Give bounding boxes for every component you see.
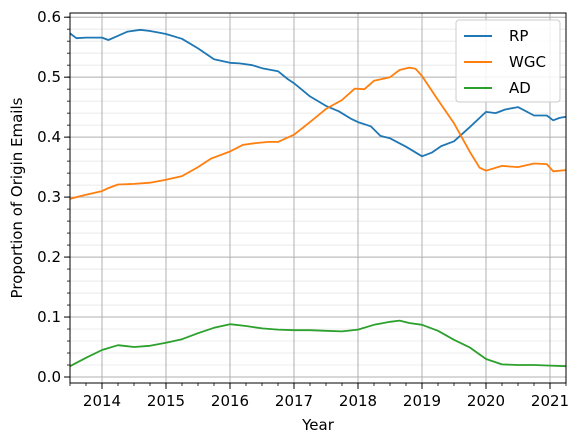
y-axis-ticks: 0.0 0.1 0.2 0.3 0.4 0.5 0.6 [37, 8, 70, 386]
x-tick-label: 2019 [403, 392, 441, 410]
y-tick-label: 0.0 [37, 368, 61, 386]
y-tick-label: 0.4 [37, 128, 61, 146]
y-tick-label: 0.5 [37, 68, 61, 86]
legend-label-wgc: WGC [509, 53, 546, 71]
y-axis-label: Proportion of Origin Emails [8, 97, 26, 298]
x-tick-label: 2016 [211, 392, 249, 410]
x-tick-label: 2020 [467, 392, 505, 410]
legend-label-ad: AD [509, 79, 531, 97]
x-tick-label: 2018 [339, 392, 377, 410]
series-line-rp [69, 28, 567, 158]
legend-label-rp: RP [509, 27, 528, 45]
y-tick-label: 0.2 [37, 248, 61, 266]
x-tick-label: 2014 [83, 392, 121, 410]
major-grid [70, 13, 566, 383]
legend-box [455, 19, 561, 103]
x-tick-label: 2021 [531, 392, 569, 410]
y-tick-label: 0.3 [37, 188, 61, 206]
y-tick-label: 0.1 [37, 308, 61, 326]
series-line-ad [69, 319, 567, 368]
x-axis-ticks: 2014 2015 2016 2017 2018 2019 2020 2021 [69, 383, 569, 410]
x-tick-label: 2015 [147, 392, 185, 410]
x-tick-label: 2017 [275, 392, 313, 410]
legend: RP WGC AD [455, 19, 561, 103]
series-layer [69, 28, 567, 368]
y-tick-label: 0.6 [37, 8, 61, 26]
x-axis-label: Year [301, 416, 335, 434]
plot-frame [69, 12, 567, 384]
series-line-wgc [69, 66, 567, 200]
